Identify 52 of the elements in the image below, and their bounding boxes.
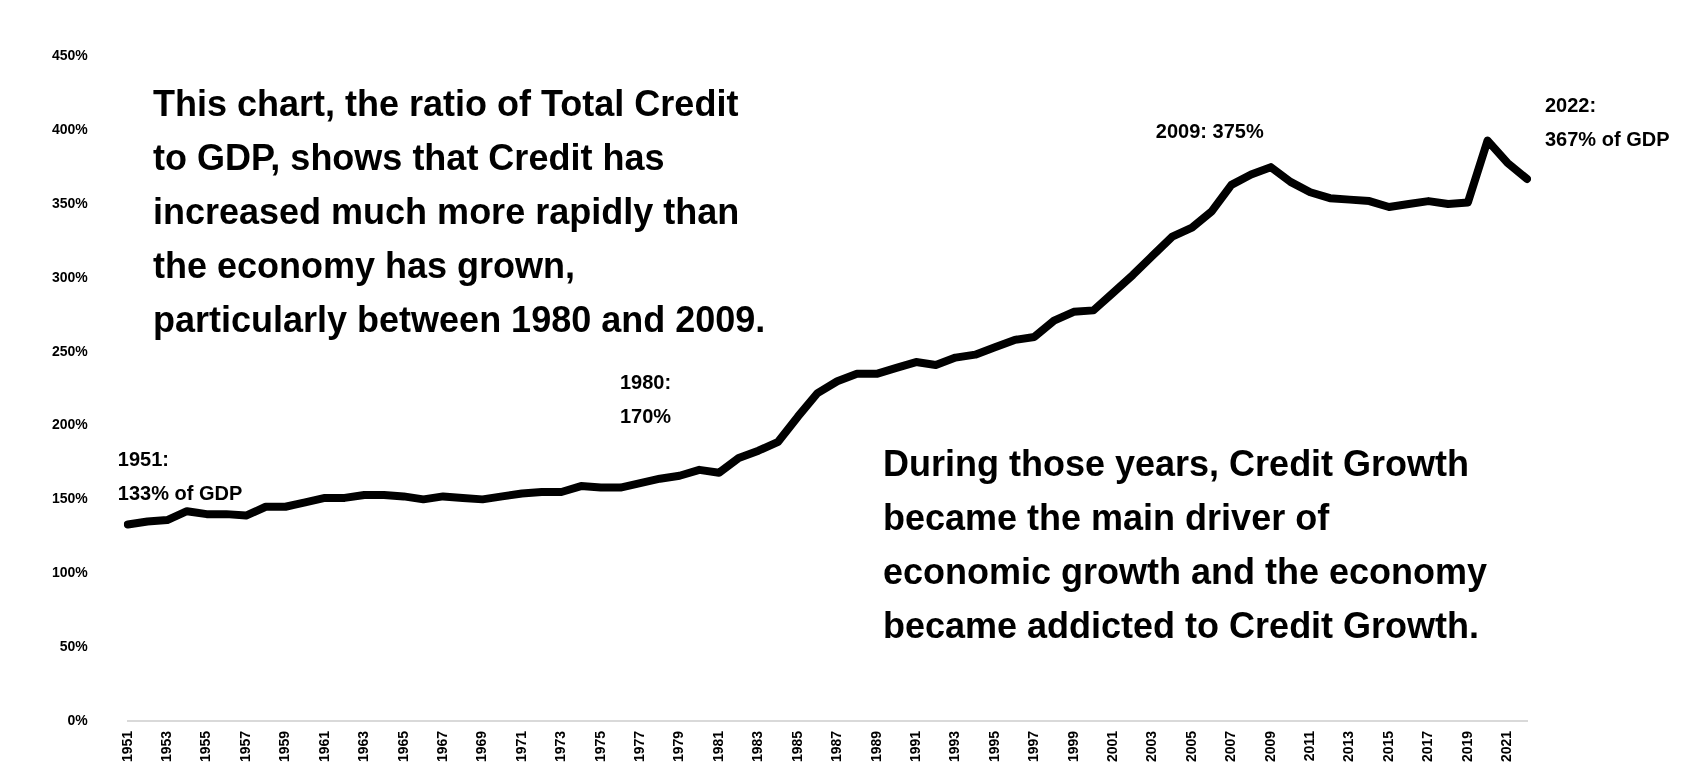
x-tick-label: 1999 [1064,730,1081,763]
x-tick-label: 1955 [197,730,214,763]
x-tick-label: 1967 [433,730,450,763]
y-tick-label: 300% [51,268,89,285]
x-tick-label: 1983 [749,730,766,763]
y-tick-label: 400% [51,121,89,138]
x-tick-label: 1997 [1025,730,1042,763]
x-tick-label: 1975 [591,730,608,763]
x-tick-label: 1963 [355,730,372,763]
x-tick-label: 2003 [1143,730,1160,763]
y-tick-label: 350% [51,194,89,211]
x-tick-label: 1969 [473,730,490,763]
x-tick-label: 1977 [631,730,648,763]
x-tick-label: 2017 [1419,730,1436,763]
text: 2022: 367% of GDP [1545,93,1670,150]
x-tick-label: 1973 [552,730,569,763]
x-tick-label: 2009 [1261,730,1278,763]
x-tick-label: 1965 [394,730,411,763]
annotation: 1951: 133% of GDP [117,447,243,504]
y-tick-label: 150% [51,490,89,507]
x-tick-label: 2011 [1301,730,1318,762]
y-tick-label: 200% [51,416,89,433]
x-tick-label: 2001 [1104,730,1121,763]
x-tick-label: 2015 [1379,730,1396,763]
x-tick-label: 1959 [276,730,293,763]
x-tick-label: 1985 [788,730,805,763]
x-tick-label: 1989 [867,730,884,763]
y-tick-label: 450% [51,47,89,64]
x-tick-label: 1961 [315,730,332,763]
x-tick-label: 1971 [512,730,529,763]
x-tick-label: 1951 [118,730,135,763]
x-tick-label: 2013 [1340,730,1357,763]
y-tick-label: 250% [51,342,89,359]
annotation: This chart, the ratio of Total Credit to GDP, shows that Credit has increased much more rapidly than the economy has grown, particularly between 1980 and 2009. [153,82,766,340]
y-tick-label: 0% [67,711,89,728]
x-tick-label: 1953 [158,730,175,763]
annotation: During those years, Credit Growth became the main driver of economic growth and the economy became addicted to Credit Growth. [883,442,1488,646]
x-tick-label: 1979 [670,730,687,763]
x-tick-label: 1993 [946,730,963,763]
annotation: 1980: 170% [620,370,672,427]
x-tick-label: 1981 [709,730,726,763]
x-tick-label: 1995 [985,730,1002,763]
y-tick-label: 100% [51,564,89,581]
y-tick-label: 50% [59,637,89,654]
x-tick-label: 2021 [1498,730,1515,763]
x-tick-label: 1991 [906,730,923,763]
annotation: 2009: 375% [1155,119,1264,142]
x-tick-label: 2019 [1458,730,1475,763]
x-tick-label: 1957 [236,730,253,763]
x-tick-label: 2007 [1222,730,1239,763]
x-tick-label: 1987 [828,730,845,763]
x-tick-label: 2005 [1182,730,1199,763]
